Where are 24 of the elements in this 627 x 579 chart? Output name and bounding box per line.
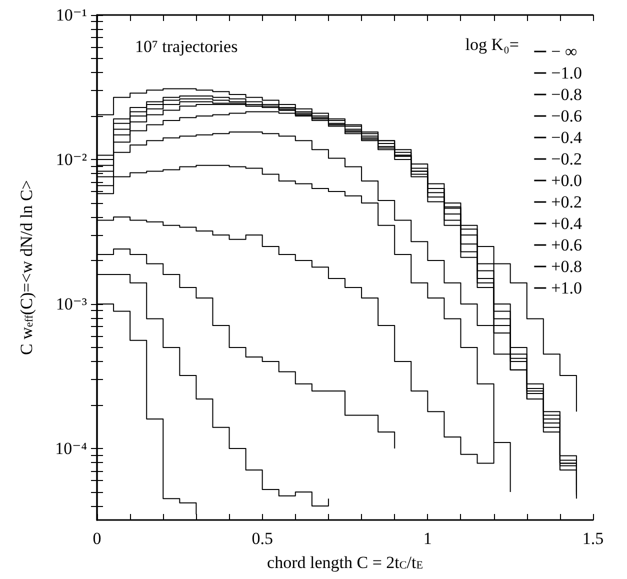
legend-label: −0.4 [551, 128, 582, 147]
legend-label: +0.4 [551, 214, 582, 233]
legend-label: − ∞ [551, 42, 578, 61]
legend-label: +0.0 [551, 171, 582, 190]
y-axis-title: C weff(C)=<w dN/d ln C> [17, 180, 36, 355]
legend-label: −1.0 [551, 64, 582, 82]
y-tick-label: 10⁻² [56, 150, 87, 169]
annotation: 10⁷ trajectories [135, 37, 238, 56]
x-tick-label: 1 [423, 529, 432, 548]
y-tick-label: 10⁻³ [56, 294, 87, 314]
y-tick-label: 10⁻¹ [56, 6, 87, 24]
x-tick-label: 0.5 [252, 529, 273, 548]
legend-label: −0.8 [551, 85, 582, 104]
legend-title: log K₀= [465, 35, 519, 54]
y-tick-label: 10⁻⁴ [55, 438, 88, 458]
x-tick-label: 1.5 [582, 529, 604, 548]
legend-label: +0.6 [551, 236, 582, 254]
legend-label: +1.0 [551, 278, 582, 298]
legend-label: +0.8 [551, 257, 582, 276]
legend-label: −0.6 [551, 106, 582, 126]
x-axis-title: chord length C = 2tC/tE [267, 553, 424, 572]
x-tick-label: 0 [92, 529, 102, 548]
legend-label: +0.2 [551, 192, 582, 212]
legend-label: −0.2 [551, 150, 582, 168]
